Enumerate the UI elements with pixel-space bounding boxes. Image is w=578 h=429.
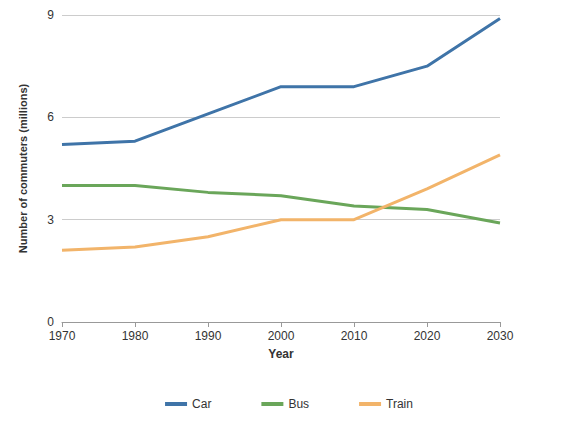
svg-text:1990: 1990	[195, 329, 222, 343]
svg-text:1970: 1970	[49, 329, 76, 343]
svg-text:Car: Car	[192, 397, 211, 411]
svg-text:Year: Year	[268, 347, 294, 361]
svg-text:Bus: Bus	[288, 397, 309, 411]
svg-text:Train: Train	[386, 397, 413, 411]
svg-text:2020: 2020	[414, 329, 441, 343]
svg-text:Number of commuters (millions): Number of commuters (millions)	[17, 84, 29, 254]
svg-text:3: 3	[47, 213, 54, 227]
svg-text:2030: 2030	[487, 329, 514, 343]
svg-text:6: 6	[47, 110, 54, 124]
svg-text:9: 9	[47, 8, 54, 22]
svg-text:1980: 1980	[122, 329, 149, 343]
svg-text:0: 0	[47, 315, 54, 329]
svg-text:2010: 2010	[341, 329, 368, 343]
svg-text:2000: 2000	[268, 329, 295, 343]
